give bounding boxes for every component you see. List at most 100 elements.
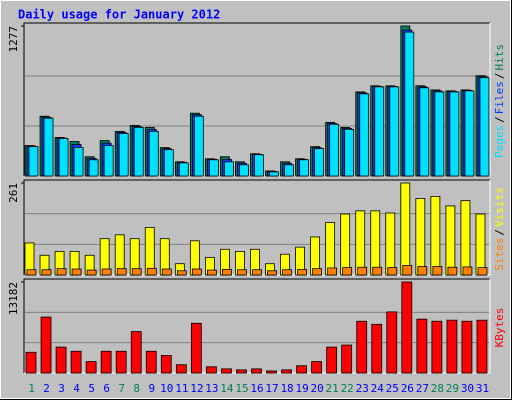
x-tick-label: 7: [118, 382, 125, 395]
bar: [236, 369, 247, 374]
bar: [43, 117, 54, 177]
bar: [284, 164, 294, 177]
x-tick-label: 31: [476, 382, 489, 395]
bar: [477, 267, 488, 276]
bar: [432, 266, 443, 276]
x-tick-label: 12: [190, 382, 203, 395]
x-tick-label: 10: [160, 382, 173, 395]
x-tick-label: 1: [28, 382, 35, 395]
bar: [161, 268, 172, 276]
bar: [449, 91, 460, 177]
bar: [70, 350, 82, 374]
x-tick-label: 27: [416, 382, 429, 395]
x-tick-label: 19: [295, 382, 308, 395]
bar: [133, 126, 144, 177]
bar: [41, 269, 52, 276]
bar: [372, 266, 383, 276]
bar: [344, 128, 355, 177]
bar: [370, 210, 381, 276]
bar: [144, 227, 155, 276]
bar: [269, 171, 279, 177]
bar: [100, 350, 112, 374]
bar: [297, 268, 307, 276]
x-tick-label: 5: [88, 382, 95, 395]
x-tick-label: 29: [446, 382, 459, 395]
bar: [222, 268, 232, 276]
bar: [224, 161, 234, 177]
bar: [251, 368, 262, 374]
bar: [359, 93, 370, 177]
x-tick-label: 20: [311, 382, 324, 395]
legend: Pages/Files/Hits: [493, 44, 506, 158]
bar: [462, 266, 473, 276]
x-tick-label: 13: [205, 382, 218, 395]
bar: [431, 320, 443, 374]
x-tick-label: 4: [73, 382, 80, 395]
bar: [267, 270, 277, 276]
bar: [356, 320, 368, 374]
bar: [386, 311, 398, 374]
legend-separator: /: [493, 116, 506, 123]
legend-entry: Sites: [493, 238, 506, 271]
bar: [146, 267, 157, 276]
legend-entry: Hits: [493, 44, 506, 71]
bar: [175, 364, 187, 374]
bar: [460, 200, 471, 276]
bar: [326, 346, 338, 374]
bar: [404, 31, 415, 177]
x-tick-label: 17: [265, 382, 278, 395]
x-tick-label: 3: [58, 382, 65, 395]
y-tick-label: 261: [7, 183, 20, 203]
bar: [239, 164, 249, 177]
bar: [416, 318, 428, 374]
bar: [327, 267, 338, 276]
x-tick-label: 9: [148, 382, 155, 395]
y-tick-label: 1277: [7, 26, 20, 53]
bar: [417, 266, 428, 276]
bar: [145, 350, 157, 374]
bar: [475, 213, 486, 276]
bar: [71, 268, 82, 276]
y-tick-label: 13182: [7, 282, 20, 315]
bar: [341, 344, 353, 374]
bar: [28, 146, 39, 177]
bar: [101, 268, 112, 276]
bar: [464, 90, 475, 177]
bar: [130, 331, 142, 374]
x-tick-label: 6: [103, 382, 110, 395]
bar: [208, 159, 219, 177]
bar: [178, 162, 189, 177]
legend-entry: Pages: [493, 125, 506, 158]
bar: [430, 195, 441, 276]
bar: [446, 319, 458, 374]
bar: [476, 319, 488, 374]
bar: [401, 281, 413, 374]
bar: [88, 159, 99, 177]
bar: [176, 270, 187, 276]
x-tick-label: 28: [431, 382, 444, 395]
x-tick-label: 26: [401, 382, 414, 395]
bar: [116, 268, 127, 276]
bar: [266, 370, 277, 374]
bar: [254, 154, 264, 177]
bar: [118, 133, 129, 177]
bar: [55, 346, 67, 374]
legend: KBytes: [493, 308, 506, 348]
bar: [357, 266, 368, 276]
legend-separator: /: [493, 229, 506, 236]
bar: [252, 269, 262, 276]
bar: [160, 354, 172, 374]
x-tick-label: 14: [220, 382, 234, 395]
legend-entry: Files: [493, 81, 506, 114]
bar: [355, 210, 366, 276]
bar: [371, 323, 383, 374]
bar: [415, 198, 426, 276]
bar: [296, 365, 307, 374]
bar: [206, 269, 217, 276]
x-tick-label: 30: [461, 382, 474, 395]
bar: [387, 267, 398, 276]
x-tick-label: 15: [235, 382, 248, 395]
bar: [103, 145, 114, 177]
